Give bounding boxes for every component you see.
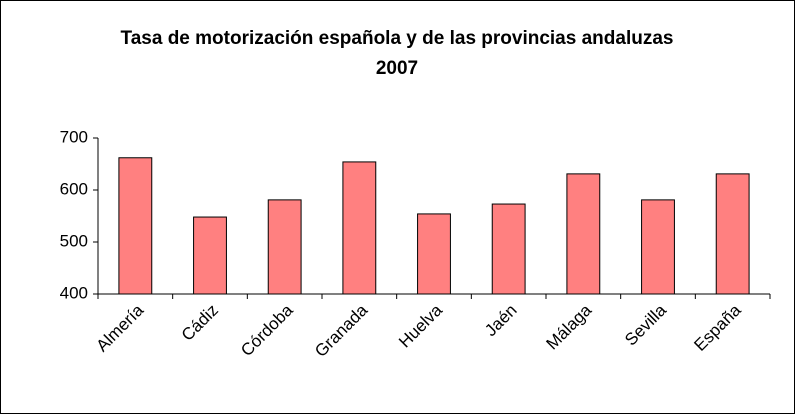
y-tick-label: 600 bbox=[60, 179, 88, 198]
bar bbox=[118, 157, 153, 295]
x-tick-label: Málaga bbox=[542, 300, 595, 353]
y-tick-label: 500 bbox=[60, 231, 88, 250]
x-tick-label: Jaén bbox=[481, 301, 521, 341]
x-tick-label: Huelva bbox=[395, 300, 446, 351]
x-tick-label: Almería bbox=[92, 300, 147, 355]
bar bbox=[641, 199, 675, 295]
x-tick-label: Sevilla bbox=[621, 300, 670, 349]
y-tick-label: 400 bbox=[60, 283, 88, 302]
x-tick-label: Cádiz bbox=[178, 301, 222, 345]
bar bbox=[342, 161, 377, 295]
bar bbox=[566, 173, 601, 295]
bar bbox=[417, 213, 451, 295]
x-tick-label: Granada bbox=[311, 300, 372, 361]
bar bbox=[193, 216, 227, 295]
bar bbox=[715, 173, 750, 295]
chart-title: Tasa de motorización española y de las p… bbox=[120, 28, 674, 79]
bar bbox=[267, 199, 302, 295]
x-tick-label: Córdoba bbox=[237, 300, 297, 360]
bar bbox=[491, 203, 526, 295]
x-tick-label: España bbox=[690, 300, 745, 355]
y-tick-label: 700 bbox=[60, 127, 88, 146]
